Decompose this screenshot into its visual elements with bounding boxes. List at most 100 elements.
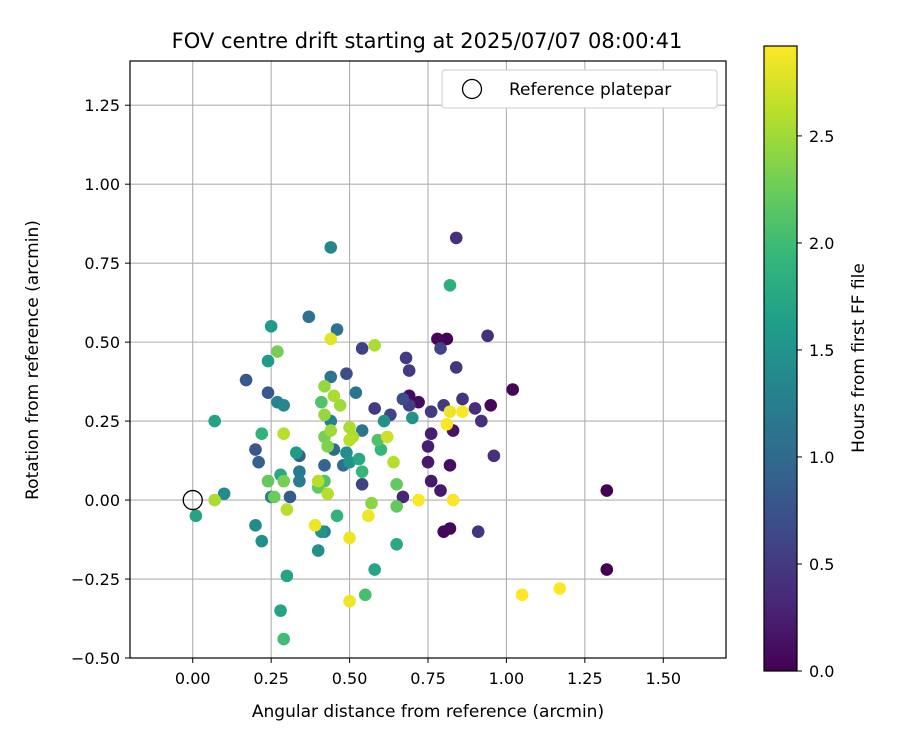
- y-tick-label: 0.50: [84, 333, 120, 352]
- scatter-point: [280, 503, 294, 516]
- y-axis-label: Rotation from reference (arcmin): [23, 220, 43, 500]
- scatter-point: [302, 310, 316, 324]
- scatter-points: [189, 231, 614, 646]
- scatter-point: [352, 452, 366, 466]
- scatter-point: [249, 443, 262, 456]
- scatter-point: [318, 459, 331, 472]
- scatter-point: [315, 395, 328, 409]
- scatter-point: [283, 490, 297, 504]
- scatter-point: [431, 332, 444, 346]
- scatter-point: [387, 455, 400, 469]
- y-tick-label: −0.50: [71, 649, 120, 668]
- scatter-point: [487, 449, 501, 463]
- scatter-point: [343, 433, 356, 447]
- scatter-point: [330, 509, 344, 523]
- scatter-point: [340, 367, 353, 381]
- scatter-point: [261, 474, 275, 488]
- colorbar-tick-label: 0.5: [809, 555, 834, 574]
- scatter-point: [271, 345, 284, 358]
- scatter-point: [434, 342, 447, 355]
- scatter-point: [443, 522, 457, 535]
- scatter-point: [333, 399, 347, 412]
- scatter-point: [293, 465, 306, 478]
- x-tick-label: 1.50: [645, 669, 681, 688]
- reference-marker-layer: [182, 489, 203, 511]
- scatter-point: [446, 493, 460, 507]
- scatter-point: [327, 389, 341, 403]
- colorbar-tick-label: 1.5: [809, 341, 834, 360]
- colorbar-tick-label: 2.0: [809, 234, 834, 253]
- scatter-point: [189, 509, 203, 523]
- scatter-point: [255, 534, 269, 548]
- y-tick-label: 0.00: [84, 491, 120, 510]
- y-tick-label: 1.00: [84, 175, 120, 194]
- scatter-point: [217, 487, 231, 501]
- colorbar: 0.0 0.5 1.0 1.5 2.0 2.5 Hours from first FF f…: [763, 45, 869, 681]
- scatter-point: [390, 537, 403, 551]
- scatter-point: [374, 443, 388, 456]
- scatter-point: [368, 338, 381, 352]
- colorbar-tick-label: 0.0: [809, 662, 834, 681]
- scatter-point: [321, 440, 334, 453]
- x-tick-label: 1.00: [489, 669, 525, 688]
- x-tick-label: 0.50: [332, 669, 368, 688]
- scatter-point: [255, 427, 269, 441]
- scatter-point: [449, 231, 463, 245]
- scatter-point: [330, 323, 344, 336]
- chart-title: FOV centre drift starting at 2025/07/07 …: [172, 29, 683, 53]
- scatter-point: [340, 446, 353, 459]
- scatter-point: [239, 373, 253, 387]
- scatter-point: [293, 474, 306, 488]
- scatter-point: [443, 278, 457, 292]
- scatter-point: [321, 487, 334, 501]
- scatter-point: [264, 320, 278, 333]
- scatter-point: [377, 414, 391, 428]
- scatter-point: [421, 455, 435, 469]
- scatter-point: [440, 417, 454, 431]
- scatter-point: [349, 386, 363, 399]
- scatter-point: [311, 474, 325, 488]
- scatter-point: [424, 474, 438, 488]
- scatter-point: [406, 411, 419, 425]
- scatter-point: [368, 402, 381, 415]
- scatter-point: [449, 361, 463, 374]
- colorbar-ticks: 0.0 0.5 1.0 1.5 2.0 2.5: [797, 127, 834, 681]
- scatter-point: [443, 405, 457, 418]
- scatter-point: [553, 582, 567, 595]
- scatter-point: [318, 380, 331, 393]
- scatter-point: [358, 588, 372, 602]
- x-axis-ticks: 0.00 0.25 0.50 0.75 1.00 1.25 1.50: [175, 658, 681, 688]
- scatter-point: [399, 351, 413, 365]
- scatter-point: [277, 474, 291, 488]
- scatter-point: [343, 594, 356, 608]
- scatter-point: [421, 440, 435, 453]
- legend: Reference platepar: [441, 69, 718, 109]
- legend-box: [441, 69, 718, 109]
- scatter-point: [355, 477, 369, 491]
- x-tick-label: 0.25: [253, 669, 289, 688]
- scatter-point: [308, 519, 322, 532]
- scatter-point: [280, 569, 294, 583]
- x-axis-label: Angular distance from reference (arcmin): [252, 702, 604, 722]
- scatter-point: [424, 427, 438, 441]
- scatter-point: [362, 509, 375, 523]
- scatter-point: [277, 399, 291, 412]
- scatter-point: [274, 604, 287, 617]
- scatter-point: [396, 490, 410, 504]
- reference-platepar-marker: [182, 489, 203, 511]
- scatter-point: [600, 563, 614, 576]
- scatter-point: [324, 241, 338, 254]
- y-tick-label: 1.25: [84, 96, 120, 115]
- scatter-point: [380, 430, 394, 444]
- scatter-point: [277, 632, 291, 646]
- scatter-point: [468, 402, 482, 415]
- scatter-point: [318, 408, 331, 422]
- scatter-point: [424, 405, 438, 418]
- scatter-point: [343, 421, 356, 434]
- x-tick-label: 1.25: [567, 669, 603, 688]
- colorbar-gradient: [763, 45, 798, 672]
- scatter-point: [515, 588, 529, 602]
- scatter-point: [484, 399, 498, 412]
- scatter-point: [412, 493, 425, 507]
